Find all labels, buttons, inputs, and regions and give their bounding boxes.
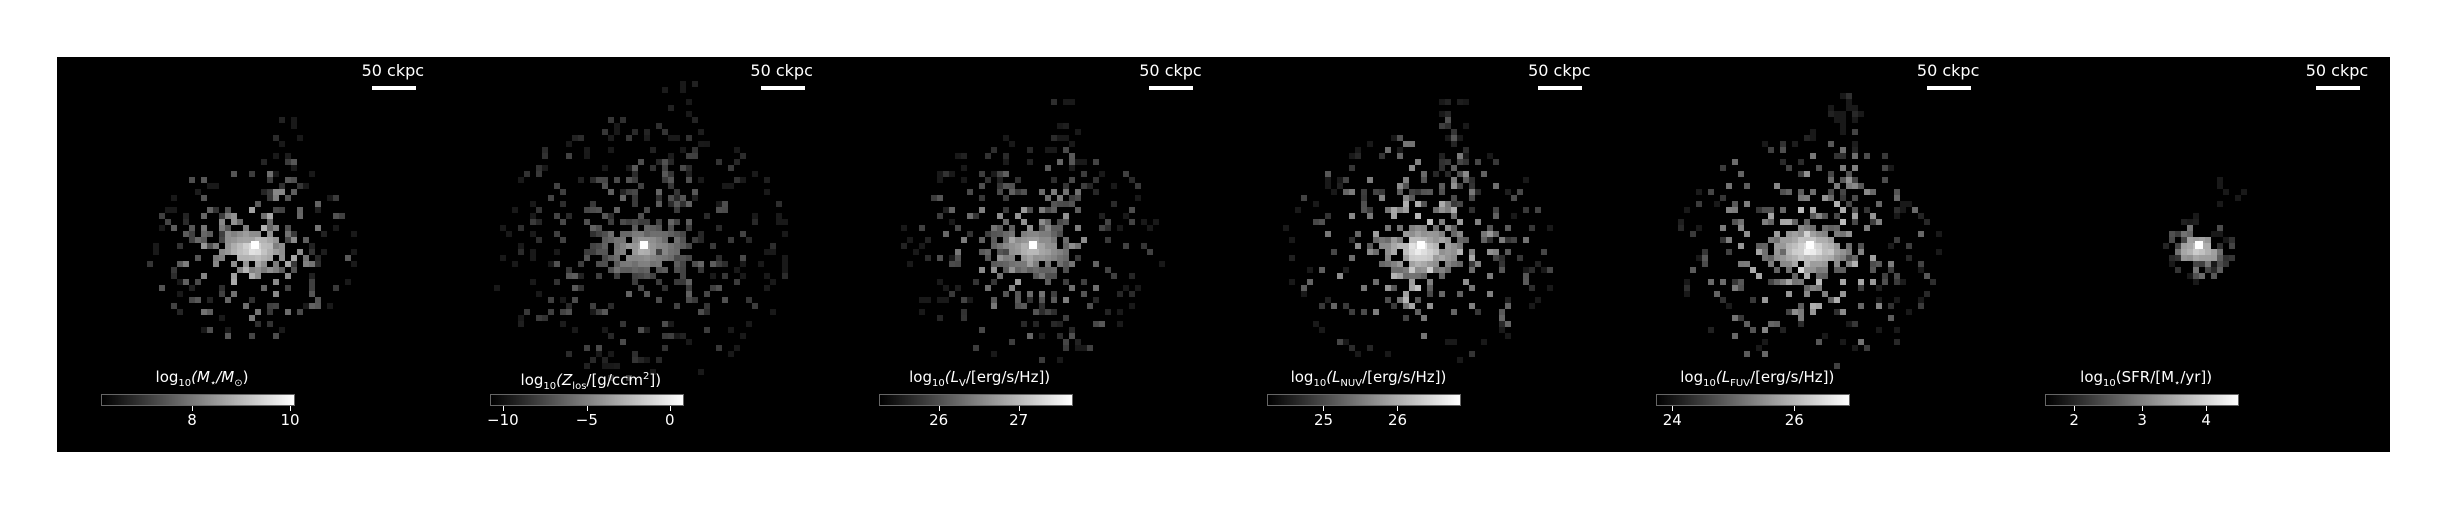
scale-bar [371, 86, 416, 90]
colorbar-tick [938, 406, 940, 411]
scale-bar-label: 50 ckpc [1916, 61, 1980, 80]
colorbar-label: log10(SFR/[M⋆/yr]) [2080, 368, 2213, 389]
colorbar-tick [290, 406, 291, 411]
colorbar-tick-label: 25 [1313, 411, 1334, 429]
colorbar-label: log10(M⋆/M⊙) [155, 368, 249, 389]
panel-v-band: 50 ckpc log10(LV/[erg/s/Hz]) 26 27 [834, 57, 1224, 452]
colorbar [2045, 394, 2240, 406]
colorbar-tick [2142, 406, 2144, 411]
scale-bar [1149, 86, 1194, 90]
scale-bar [1538, 86, 1583, 90]
panel-fuv: 50 ckpc log10(LFUV/[erg/s/Hz]) 24 26 [1612, 57, 2002, 452]
scale-bar [760, 86, 805, 90]
colorbar-label: log10(LNUV/[erg/s/Hz]) [1290, 368, 1447, 389]
panel-nuv: 50 ckpc log10(LNUV/[erg/s/Hz]) 25 26 [1223, 57, 1613, 452]
colorbar-tick-label: 26 [1387, 411, 1408, 429]
colorbar-tick [1672, 406, 1674, 411]
colorbar-tick-label: 24 [1662, 411, 1682, 429]
colorbar [1656, 394, 1851, 406]
scale-bar-label: 50 ckpc [750, 61, 813, 80]
colorbar-tick-label: −5 [575, 411, 598, 429]
colorbar [1267, 394, 1462, 406]
colorbar-tick-label: 26 [1784, 411, 1804, 429]
colorbar-label: log10(LV/[erg/s/Hz]) [909, 368, 1051, 389]
colorbar-tick-label: 2 [2069, 411, 2079, 429]
colorbar-tick-label: 4 [2201, 411, 2211, 429]
galaxy-map [493, 81, 788, 381]
galaxy-map [900, 99, 1165, 363]
colorbar-tick-label: 10 [280, 411, 300, 429]
colorbar-tick-label: 27 [1009, 411, 1029, 429]
colorbar-tick [192, 406, 193, 411]
scale-bar [1927, 86, 1972, 90]
colorbar-tick [586, 406, 588, 411]
scale-bar-label: 50 ckpc [1139, 61, 1202, 80]
panel-stellar-mass: 50 ckpc log10(M⋆/M⊙) 8 10 [57, 57, 446, 452]
colorbar-tick [669, 406, 671, 411]
colorbar-tick [1323, 406, 1325, 411]
colorbar-tick-label: 8 [187, 411, 197, 429]
colorbar [101, 394, 295, 406]
panel-sfr: 50 ckpc log10(SFR/[M⋆/yr]) 2 3 4 [2001, 57, 2390, 452]
scale-bar [2315, 86, 2360, 90]
colorbar-tick-label: 26 [929, 411, 949, 429]
colorbar-tick [1794, 406, 1796, 411]
colorbar-label: log10(Zlos/[g/ccm2]) [520, 371, 662, 392]
colorbar-tick-label: 0 [665, 411, 675, 429]
colorbar-label: log10(LFUV/[erg/s/Hz]) [1680, 368, 1835, 389]
colorbar-tick [1018, 406, 1020, 411]
colorbar-tick [1397, 406, 1399, 411]
colorbar-tick [2074, 406, 2076, 411]
galaxy-map [1283, 99, 1554, 363]
colorbar-tick-label: −10 [487, 411, 519, 429]
galaxy-map [2163, 177, 2248, 285]
galaxy-map [147, 117, 357, 339]
scale-bar-label: 50 ckpc [2305, 61, 2369, 80]
colorbar [489, 394, 684, 406]
colorbar [878, 394, 1073, 406]
galaxy-map [1678, 93, 1943, 369]
image-strip: 50 ckpc log10(M⋆/M⊙) 8 10 50 ckpc log10(… [57, 57, 2390, 452]
colorbar-tick [2206, 406, 2208, 411]
scale-bar-label: 50 ckpc [1528, 61, 1591, 80]
scale-bar-label: 50 ckpc [361, 61, 425, 80]
panel-metallicity: 50 ckpc log10(Zlos/[g/ccm2]) −10 −5 0 [445, 57, 835, 452]
colorbar-tick-label: 3 [2137, 411, 2147, 429]
colorbar-tick [502, 406, 504, 411]
